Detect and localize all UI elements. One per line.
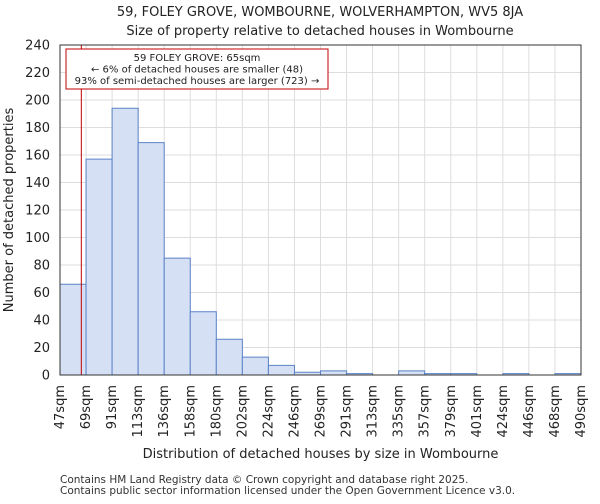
- x-tick-label: 446sqm: [522, 385, 537, 438]
- x-tick-label: 291sqm: [340, 385, 355, 438]
- x-tick-label: 357sqm: [418, 385, 433, 438]
- y-tick-label: 160: [25, 149, 50, 164]
- y-tick-label: 20: [33, 341, 50, 356]
- y-tick-label: 220: [25, 66, 50, 81]
- x-tick-label: 224sqm: [261, 385, 276, 438]
- plot-frame: [59, 44, 582, 376]
- y-tick-label: 180: [25, 121, 50, 136]
- annotation-frame: [65, 48, 329, 90]
- histogram-bar: [320, 370, 348, 376]
- histogram-bar: [398, 370, 426, 376]
- y-tick-label: 80: [33, 259, 50, 274]
- annotation-line-3: 93% of semi-detached houses are larger (…: [75, 76, 320, 87]
- footer-line-2: Contains public sector information licen…: [60, 485, 515, 497]
- annotation-line-2: ← 6% of detached houses are smaller (48): [91, 65, 303, 76]
- histogram-bar: [189, 311, 217, 376]
- y-tick-label: 200: [25, 94, 50, 109]
- histogram-bar: [163, 257, 191, 376]
- x-tick-label: 136sqm: [157, 385, 172, 438]
- x-tick-label: 379sqm: [444, 385, 459, 438]
- x-tick-label: 335sqm: [392, 385, 407, 438]
- footer-line-1: Contains HM Land Registry data © Crown c…: [60, 474, 468, 486]
- chart-subtitle: Size of property relative to detached ho…: [126, 24, 513, 39]
- x-tick-label: 91sqm: [105, 385, 120, 429]
- histogram-bar: [85, 158, 113, 376]
- x-tick-label: 47sqm: [53, 385, 68, 429]
- y-tick-label: 140: [25, 176, 50, 191]
- histogram-bar: [111, 107, 139, 376]
- x-tick-label: 69sqm: [79, 385, 94, 429]
- x-tick-label: 468sqm: [548, 385, 563, 438]
- y-tick-label: 100: [25, 231, 50, 246]
- y-tick-label: 240: [25, 39, 50, 54]
- y-tick-label: 120: [25, 204, 50, 219]
- chart-title: 59, FOLEY GROVE, WOMBOURNE, WOLVERHAMPTO…: [117, 5, 523, 20]
- y-tick-label: 60: [33, 286, 50, 301]
- y-tick-label: 40: [33, 314, 50, 329]
- x-tick-label: 313sqm: [366, 385, 381, 438]
- x-axis-title: Distribution of detached houses by size …: [143, 447, 499, 462]
- x-tick-label: 180sqm: [209, 385, 224, 438]
- y-tick-labels: 0 20 40 60 80 100 120 140 160 180 200 220 240: [25, 39, 50, 384]
- x-tick-label: 202sqm: [235, 385, 250, 438]
- x-tick-label: 269sqm: [314, 385, 329, 438]
- histogram-bar: [137, 142, 165, 376]
- x-tick-label: 246sqm: [287, 385, 302, 438]
- x-tick-label: 424sqm: [496, 385, 511, 438]
- histogram-bar: [267, 364, 295, 376]
- histogram-bar: [241, 356, 269, 376]
- x-tick-label: 158sqm: [183, 385, 198, 438]
- x-tick-label: 113sqm: [131, 385, 146, 438]
- y-tick-label: 0: [42, 369, 50, 384]
- x-tick-label: 401sqm: [470, 385, 485, 438]
- x-tick-labels: 47sqm 69sqm 91sqm 113sqm 136sqm 158sqm 180sqm 2…: [53, 385, 589, 438]
- y-axis-title: Number of detached properties: [2, 108, 17, 313]
- histogram-bar: [59, 283, 87, 376]
- histogram-bar: [215, 338, 243, 376]
- annotation-line-1: 59 FOLEY GROVE: 65sqm: [134, 53, 261, 64]
- x-tick-label: 490sqm: [574, 385, 589, 438]
- annotation-box: 59 FOLEY GROVE: 65sqm ← 6% of detached h…: [65, 48, 329, 90]
